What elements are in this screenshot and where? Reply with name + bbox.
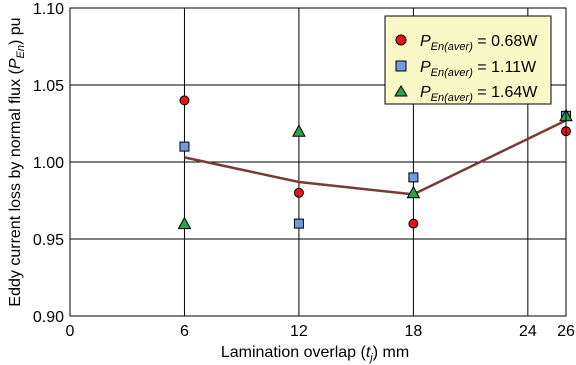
legend-entry-1: PEn(aver) = 1.11W: [395, 59, 537, 79]
legend-entry-0: PEn(aver) = 0.68W: [395, 33, 538, 53]
x-tick-label: 0: [66, 323, 75, 340]
point-circle: [293, 187, 304, 198]
y-tick-label: 1.10: [33, 1, 64, 18]
point-square: [293, 218, 304, 229]
legend-label-0: PEn(aver) = 0.68W: [420, 33, 538, 53]
x-tick-label: 24: [519, 323, 537, 340]
x-tick-label: 18: [404, 323, 422, 340]
y-tick-label: 1.00: [33, 155, 64, 172]
point-triangle: [177, 216, 192, 230]
x-tick-label: 12: [290, 323, 308, 340]
plot-frame: [69, 7, 567, 317]
point-square: [408, 172, 419, 183]
point-triangle: [292, 124, 306, 137]
y-axis-label: Eddy current loss by normal flux (PEn) p…: [7, 17, 27, 306]
point-circle: [408, 218, 419, 229]
legend-marker-triangle: [394, 85, 408, 97]
point-square: [179, 141, 190, 152]
legend-label-2: PEn(aver) = 1.64W: [420, 84, 538, 104]
legend-label-1: PEn(aver) = 1.11W: [420, 59, 537, 79]
point-circle: [179, 95, 190, 106]
legend-marker-square: [395, 60, 407, 72]
legend-box: [384, 15, 552, 105]
y-tick-label: 0.95: [33, 232, 64, 249]
x-tick-label: 26: [557, 323, 575, 340]
legend-marker-circle: [395, 34, 407, 46]
legend-entry-2: PEn(aver) = 1.64W: [394, 84, 538, 104]
average-line: [184, 119, 567, 196]
legend: PEn(aver) = 0.68W PEn(aver) = 1.11W PEn(…: [384, 15, 552, 105]
x-tick-label: 6: [180, 323, 189, 340]
y-tick-label: 1.05: [33, 78, 64, 95]
y-tick-label: 0.90: [33, 309, 64, 326]
x-axis-label: Lamination overlap (tj) mm: [221, 344, 409, 364]
average-line-group: [184, 119, 567, 196]
point-triangle: [406, 185, 421, 199]
y-tick-labels: 0.90 0.95 1.00 1.05 1.10: [33, 1, 64, 326]
x-tick-labels: 0 6 12 18 24 26: [66, 323, 575, 340]
